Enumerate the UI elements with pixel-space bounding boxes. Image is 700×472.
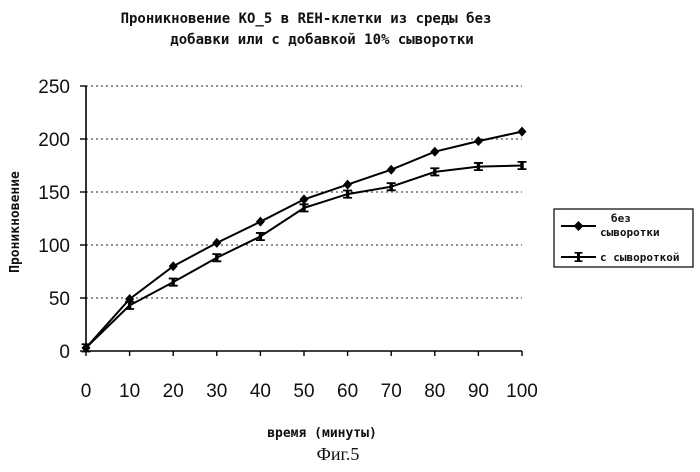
- x-tick-label-100: 100: [506, 381, 538, 402]
- series-1-point-30: [212, 238, 221, 248]
- series-1-point-90: [474, 136, 483, 146]
- series-1-point-40: [256, 217, 265, 227]
- x-tick-label-40: 40: [250, 381, 271, 402]
- legend-label-series-2: с сывороткой: [600, 251, 679, 264]
- y-tick-label-0: 0: [59, 342, 70, 363]
- series-1-point-100: [518, 127, 527, 137]
- y-tick-label-150: 150: [38, 183, 70, 204]
- series-1-line: [86, 132, 522, 348]
- x-tick-label-60: 60: [337, 381, 358, 402]
- series-2-point-30: [212, 253, 221, 262]
- legend-label-series-1-line-1: без: [611, 212, 631, 225]
- x-axis-label: время (минуты): [267, 426, 377, 441]
- y-tick-label-100: 100: [38, 236, 70, 257]
- gridlines: [86, 86, 522, 298]
- x-tick-label-30: 30: [206, 381, 227, 402]
- figure-caption: Фиг.5: [317, 444, 360, 464]
- series-2-point-40: [256, 232, 265, 241]
- x-tick-labels: 0 10 20 30 40 50 60 70 80 90 100: [81, 381, 538, 402]
- y-tick-labels: 0 50 100 150 200 250: [38, 77, 70, 363]
- chart-title-line-1: Проникновение КО_5 в REH-клетки из среды…: [121, 11, 492, 27]
- series-1-point-60: [343, 180, 352, 190]
- series-lines: [86, 132, 522, 348]
- x-tick-label-90: 90: [468, 381, 489, 402]
- x-tick-label-70: 70: [381, 381, 402, 402]
- series-markers: [82, 127, 527, 353]
- x-tick-label-0: 0: [81, 381, 92, 402]
- y-tick-label-250: 250: [38, 77, 70, 98]
- series-1-point-80: [430, 147, 439, 157]
- legend-label-series-1-line-2: сыворотки: [600, 226, 660, 239]
- series-2-line: [86, 166, 522, 348]
- x-tick-label-80: 80: [424, 381, 445, 402]
- series-2-point-10: [125, 301, 134, 310]
- chart-title: Проникновение КО_5 в REH-клетки из среды…: [121, 11, 492, 48]
- y-tick-label-50: 50: [49, 289, 70, 310]
- x-tick-label-20: 20: [163, 381, 184, 402]
- y-axis-label: Проникновение: [8, 171, 23, 273]
- axes: [80, 86, 522, 356]
- chart-title-line-2: добавки или с добавкой 10% сыворотки: [170, 32, 473, 48]
- x-tick-label-50: 50: [293, 381, 314, 402]
- series-2-point-20: [169, 278, 178, 287]
- y-tick-label-200: 200: [38, 130, 70, 151]
- series-1-point-50: [300, 194, 309, 204]
- series-1-point-70: [387, 165, 396, 175]
- legend: без сыворотки с сывороткой: [554, 209, 693, 267]
- x-tick-label-10: 10: [119, 381, 140, 402]
